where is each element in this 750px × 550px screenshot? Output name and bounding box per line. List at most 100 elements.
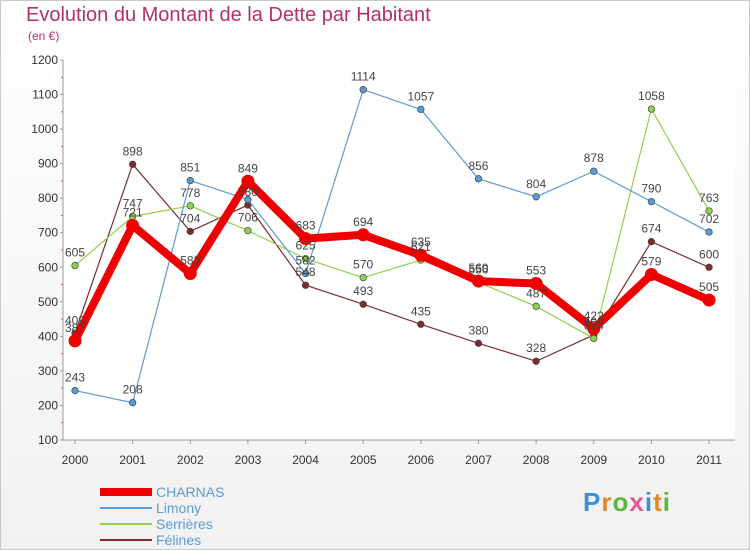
data-point xyxy=(244,195,252,204)
data-point xyxy=(126,218,140,232)
data-point xyxy=(529,277,543,291)
data-label: 600 xyxy=(699,247,719,261)
data-label: 702 xyxy=(699,212,719,226)
data-label: 721 xyxy=(123,205,143,219)
data-label: 487 xyxy=(526,286,546,300)
y-tick-label: 600 xyxy=(38,260,58,274)
x-tick-label: 2001 xyxy=(119,453,146,467)
data-label: 328 xyxy=(526,341,546,355)
data-point xyxy=(71,386,79,395)
data-point xyxy=(414,248,428,262)
data-label: 635 xyxy=(411,235,431,249)
data-label: 422 xyxy=(584,309,604,323)
data-point xyxy=(532,193,540,201)
chart-title: Evolution du Montant de la Dette par Hab… xyxy=(26,4,431,26)
data-point xyxy=(301,254,310,263)
x-tick-label: 2005 xyxy=(350,453,377,467)
data-label: 763 xyxy=(699,191,719,205)
series-line-limony xyxy=(74,89,710,404)
x-tick-label: 2008 xyxy=(523,453,550,467)
data-label: 804 xyxy=(526,177,546,191)
data-label: 621 xyxy=(411,240,431,254)
data-point xyxy=(705,207,713,215)
logo-letter: r xyxy=(601,487,613,517)
data-label: 505 xyxy=(699,280,719,294)
chart-subtitle: (en €) xyxy=(28,29,60,43)
data-point xyxy=(356,228,370,242)
data-point xyxy=(68,334,82,348)
data-point xyxy=(244,227,252,235)
data-label: 849 xyxy=(238,161,258,175)
logo-letter: i xyxy=(662,487,671,517)
data-point xyxy=(128,160,137,168)
data-label: 605 xyxy=(65,246,85,260)
x-tick-label: 2006 xyxy=(407,453,434,467)
x-tick-label: 2010 xyxy=(638,453,665,467)
data-label: 409 xyxy=(65,313,85,327)
x-tick-label: 2004 xyxy=(292,453,319,467)
data-label: 706 xyxy=(238,211,258,225)
legend-label: CHARNAS xyxy=(156,484,225,500)
data-point xyxy=(587,322,601,336)
y-tick-label: 900 xyxy=(38,157,58,171)
proxiti-logo: Proxiti xyxy=(583,487,671,518)
legend-swatch xyxy=(100,539,152,541)
data-label: 898 xyxy=(123,144,143,158)
legend-swatch xyxy=(100,488,152,496)
y-tick-label: 400 xyxy=(38,329,58,343)
data-label: 851 xyxy=(180,161,200,175)
logo-letter: t xyxy=(653,487,663,517)
data-label: 404 xyxy=(584,315,604,329)
data-label: 856 xyxy=(468,159,488,173)
data-label: 778 xyxy=(180,186,200,200)
x-tick-label: 2002 xyxy=(177,453,204,467)
data-label: 1058 xyxy=(638,89,665,103)
logo-letter: o xyxy=(612,487,630,517)
data-label: 548 xyxy=(296,265,316,279)
x-tick-label: 2011 xyxy=(696,453,722,467)
data-point xyxy=(359,86,367,94)
data-point xyxy=(186,227,194,235)
data-point xyxy=(417,105,425,114)
data-label: 747 xyxy=(123,196,143,210)
data-label: 570 xyxy=(353,258,373,272)
y-tick-label: 300 xyxy=(38,364,58,378)
data-point xyxy=(644,268,658,282)
legend-swatch xyxy=(100,523,152,525)
data-label: 394 xyxy=(584,318,604,332)
data-point xyxy=(474,175,483,183)
data-label: 1057 xyxy=(407,89,434,103)
data-point xyxy=(471,274,485,288)
data-point xyxy=(359,273,367,282)
data-label: 674 xyxy=(641,222,661,236)
data-point xyxy=(417,320,425,328)
y-tick-label: 200 xyxy=(38,398,58,412)
data-point xyxy=(359,300,367,308)
data-point xyxy=(590,167,598,175)
data-label: 553 xyxy=(526,264,546,278)
y-tick-label: 100 xyxy=(38,433,58,447)
y-tick-label: 1100 xyxy=(32,88,58,102)
logo-letter: P xyxy=(583,487,602,517)
y-tick-label: 700 xyxy=(38,226,58,240)
legend-swatch xyxy=(100,507,152,509)
data-label: 582 xyxy=(296,253,316,267)
data-point xyxy=(474,339,483,347)
x-tick-label: 2000 xyxy=(62,453,89,467)
data-point xyxy=(647,238,656,246)
series-line-serrières xyxy=(74,108,710,340)
data-point xyxy=(186,176,194,185)
data-label: 380 xyxy=(468,323,488,337)
data-point xyxy=(647,105,656,113)
data-point xyxy=(705,228,713,236)
data-label: 683 xyxy=(296,219,316,233)
data-label: 387 xyxy=(65,321,85,335)
logo-letter: x xyxy=(629,487,645,517)
data-point xyxy=(128,399,137,407)
data-label: 560 xyxy=(468,261,488,275)
data-label: 208 xyxy=(123,383,143,397)
data-point xyxy=(647,197,656,206)
x-tick-label: 2007 xyxy=(465,453,492,467)
data-point xyxy=(301,269,310,278)
data-point xyxy=(186,202,194,210)
